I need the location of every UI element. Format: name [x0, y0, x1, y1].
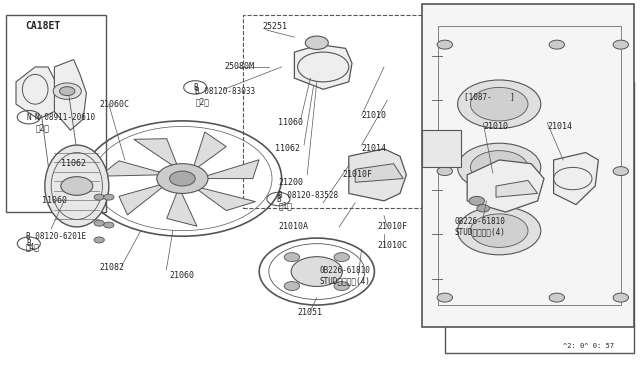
Polygon shape — [554, 153, 598, 205]
Circle shape — [291, 257, 342, 286]
Text: B 08120-83033
（2）: B 08120-83033 （2） — [195, 87, 255, 106]
Bar — [6, 15, 106, 212]
Circle shape — [477, 205, 490, 212]
Circle shape — [284, 282, 300, 291]
Text: N: N — [26, 113, 31, 122]
Circle shape — [284, 253, 300, 262]
Text: 08226-61810
STUDスタッド(4): 08226-61810 STUDスタッド(4) — [454, 217, 505, 237]
Text: CA18ET: CA18ET — [26, 21, 61, 31]
Text: 21060C: 21060C — [99, 100, 129, 109]
Text: 21010A: 21010A — [278, 222, 308, 231]
Text: 11062: 11062 — [275, 144, 300, 153]
Polygon shape — [355, 164, 403, 182]
Text: 11060: 11060 — [42, 196, 67, 205]
Text: 21051: 21051 — [298, 308, 323, 317]
Circle shape — [549, 293, 564, 302]
Text: 25251: 25251 — [262, 22, 287, 31]
Bar — [243, 15, 445, 208]
Circle shape — [94, 194, 104, 200]
Circle shape — [469, 196, 484, 205]
Circle shape — [305, 36, 328, 49]
Text: 21010F: 21010F — [342, 170, 372, 179]
Text: 21014: 21014 — [547, 122, 572, 131]
Circle shape — [104, 222, 114, 228]
Circle shape — [613, 40, 628, 49]
Polygon shape — [182, 160, 259, 179]
Circle shape — [104, 194, 114, 200]
Circle shape — [334, 282, 349, 291]
Polygon shape — [294, 45, 352, 89]
Text: 21060: 21060 — [170, 271, 195, 280]
Text: 21200: 21200 — [278, 178, 303, 187]
Circle shape — [60, 87, 75, 96]
Circle shape — [458, 206, 541, 255]
Text: 11060: 11060 — [278, 118, 303, 127]
Circle shape — [437, 167, 452, 176]
Text: N 08911-20610
（2）: N 08911-20610 （2） — [35, 113, 95, 132]
Text: B: B — [276, 195, 281, 203]
Text: 21010F: 21010F — [378, 222, 408, 231]
Text: ^2: 0^ 0: 57: ^2: 0^ 0: 57 — [563, 343, 614, 349]
Circle shape — [437, 40, 452, 49]
Text: 21010C: 21010C — [378, 241, 408, 250]
Text: [1087-    ]: [1087- ] — [464, 92, 515, 101]
Circle shape — [170, 171, 195, 186]
Polygon shape — [134, 139, 182, 179]
Text: 0B226-61810
STUDスタッド(4): 0B226-61810 STUDスタッド(4) — [320, 266, 371, 285]
Circle shape — [334, 253, 349, 262]
Circle shape — [549, 40, 564, 49]
Text: 25080M: 25080M — [224, 62, 254, 71]
Circle shape — [94, 220, 104, 226]
Circle shape — [157, 164, 208, 193]
Polygon shape — [167, 179, 197, 226]
Text: B 08120-6201E
（4）: B 08120-6201E （4） — [26, 232, 86, 251]
Polygon shape — [54, 60, 86, 130]
Text: 11062: 11062 — [61, 159, 86, 168]
Polygon shape — [119, 179, 182, 215]
Circle shape — [458, 143, 541, 192]
Polygon shape — [422, 4, 634, 327]
Circle shape — [613, 167, 628, 176]
Polygon shape — [182, 132, 227, 179]
Polygon shape — [99, 161, 182, 179]
Text: B: B — [193, 83, 198, 92]
Text: 21010: 21010 — [483, 122, 508, 131]
Circle shape — [470, 151, 528, 184]
Ellipse shape — [45, 145, 109, 227]
Circle shape — [470, 87, 528, 121]
Text: 21082: 21082 — [99, 263, 124, 272]
Circle shape — [437, 293, 452, 302]
Polygon shape — [349, 149, 406, 201]
Text: 21014: 21014 — [362, 144, 387, 153]
Polygon shape — [467, 160, 544, 212]
Circle shape — [61, 177, 93, 195]
Polygon shape — [182, 179, 255, 211]
Text: B: B — [26, 239, 31, 248]
Text: 21010: 21010 — [362, 111, 387, 120]
Circle shape — [613, 293, 628, 302]
Polygon shape — [496, 180, 538, 197]
Text: B 08120-83528
（1）: B 08120-83528 （1） — [278, 191, 339, 211]
Circle shape — [94, 237, 104, 243]
Circle shape — [458, 80, 541, 128]
Circle shape — [470, 214, 528, 247]
Bar — [445, 82, 634, 353]
Polygon shape — [422, 130, 461, 167]
Polygon shape — [16, 67, 58, 119]
Circle shape — [53, 83, 81, 99]
